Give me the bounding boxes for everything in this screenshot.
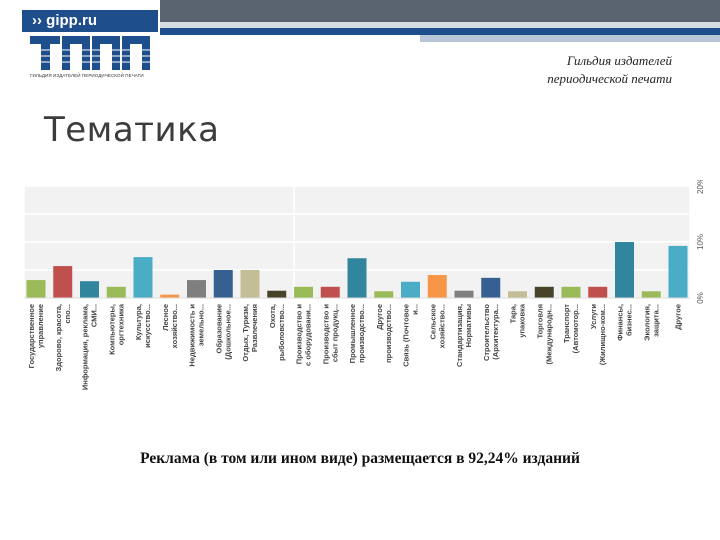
guild-line-1: Гильдия издателей [566,53,672,68]
x-tick-label: Культура,искусство... [134,304,152,348]
x-tick-label: Тара,упаковка [509,303,527,337]
bar [454,290,474,298]
guild-line-2: периодической печати [547,71,672,86]
bar [641,291,661,298]
bar [534,286,554,298]
y-tick-label: 0% [696,292,705,304]
gipp-mark-icon [30,36,152,70]
y-tick-label: 20% [696,180,705,194]
x-tick-label: Услуги(Жилищно-ком... [589,304,607,366]
bar [267,290,287,298]
x-tick-label: Торговля(Международн... [535,304,553,364]
header-band-dark [160,0,720,22]
bar [668,245,688,298]
x-tick-label: Государственноеуправление [27,304,45,368]
bar [160,294,180,298]
y-tick-label: 10% [696,234,705,250]
logo-text: ›› gipp.ru [22,10,158,32]
x-tick-label: Стандартизация,Нормативы [455,304,473,367]
x-tick-label: Другое [674,304,683,330]
header-band-gap [160,22,720,28]
x-tick-label: Здорово, красота,спо... [54,304,72,371]
gipp-logo[interactable]: ›› gipp.ru ГИЛЬДИЯ ИЗДАТЕЛЕЙ ПЕРИОДИЧЕСК… [22,10,158,80]
bar [133,257,153,298]
logo-caption: ГИЛЬДИЯ ИЗДАТЕЛЕЙ ПЕРИОДИЧЕСКОЙ ПЕЧАТИ [30,73,144,78]
bar [347,258,367,298]
bar [508,291,527,298]
bar [106,286,126,298]
header-band-blue [160,28,720,35]
bar [240,270,260,298]
bar [615,242,634,298]
bar [427,275,447,298]
x-tick-label: Информация, реклама,СМИ... [81,304,99,390]
bar [53,266,73,298]
x-tick-label: Лесноехозяйство... [161,304,179,348]
guild-name: Гильдия издателей периодической печати [547,52,672,88]
x-tick-label: Другоепроизводство... [375,304,393,363]
x-tick-label: Недвижимость иземельно... [188,304,206,367]
footnote: Реклама (в том или ином виде) размещаетс… [140,450,580,467]
bar [561,286,581,298]
x-tick-label: Охота,рыболовство... [268,304,286,361]
x-tick-label: Экология,защита... [642,304,660,341]
x-tick-label: Образование(Дошкольное... [214,304,232,360]
topic-bar-chart: 0% 10% 20% Государственноеуправление Здорово… [23,180,705,390]
bar [401,281,420,298]
bar [80,281,99,298]
page-title: Тематика [44,110,220,150]
header-band-light [420,35,720,42]
bar [374,291,394,298]
x-tick-label: Производство ис оборудовани... [295,304,313,366]
bar [213,270,233,298]
x-tick-label: Производство исбыт продукц... [321,304,339,365]
x-tick-label: Строительство(Архитектура... [482,304,500,361]
bar [294,286,313,298]
bar [187,280,206,298]
x-tick-label: Отдых, Туризм,Развлечения [241,304,259,362]
x-tick-label: Финансы,бизнес... [616,304,634,341]
bar [481,277,501,298]
bar [320,286,340,298]
header-band [160,0,720,52]
bar [588,286,608,298]
x-tick-label: Связь (Почтовоеи... [402,304,420,367]
x-tick-label: Промышленноепроизводство... [348,304,366,363]
bar [26,280,46,298]
x-tick-label: Компьютеры,оргтехника [107,303,125,355]
x-tick-label: Сельскоехозяйство... [428,304,446,348]
x-tick-label: Транспорт(Автомотор... [562,304,580,354]
